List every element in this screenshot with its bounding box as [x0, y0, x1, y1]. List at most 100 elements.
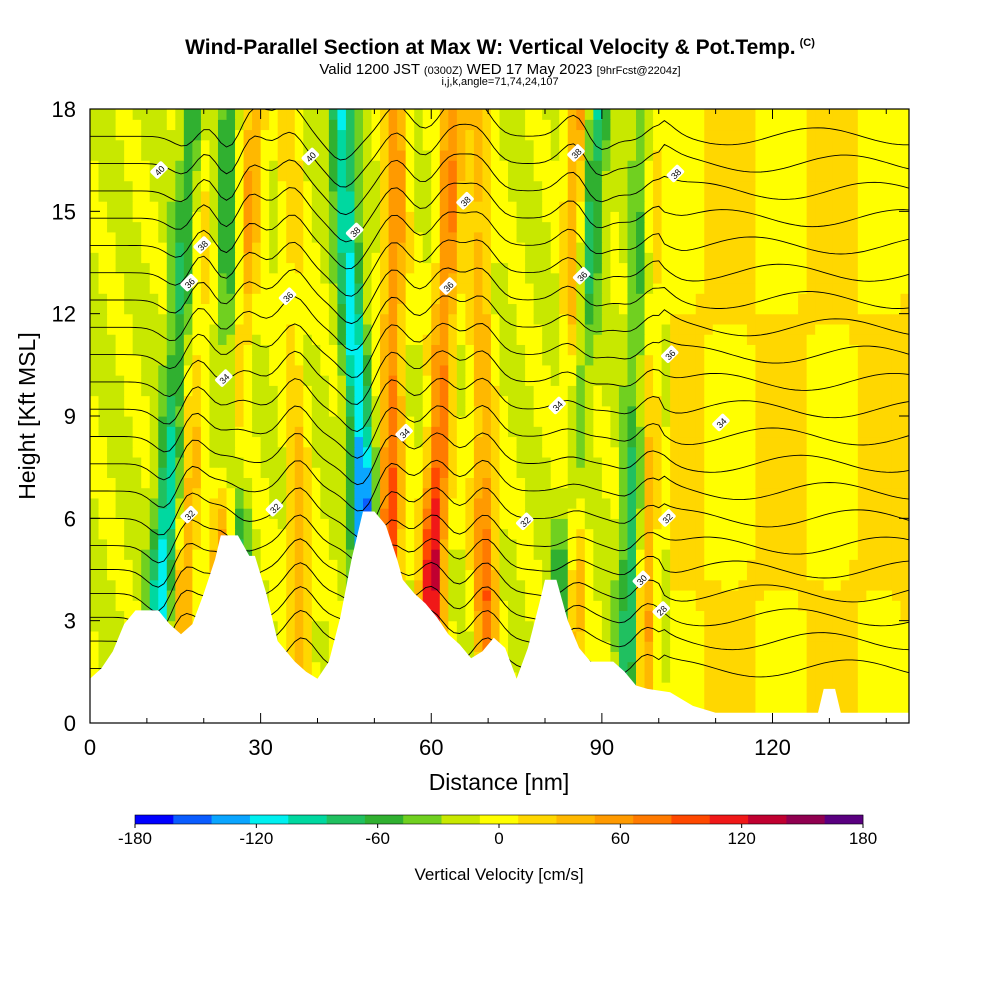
velocity-cell — [252, 211, 262, 223]
velocity-cell — [593, 641, 603, 652]
velocity-cell — [371, 477, 381, 489]
velocity-cell — [900, 323, 909, 335]
velocity-cell — [883, 630, 893, 642]
velocity-cell — [175, 375, 185, 386]
velocity-cell — [158, 600, 168, 612]
velocity-cell — [866, 242, 876, 253]
velocity-cell — [431, 334, 441, 345]
velocity-cell — [525, 211, 535, 223]
velocity-cell — [823, 282, 833, 294]
velocity-cell — [849, 518, 859, 530]
velocity-cell — [525, 252, 535, 264]
velocity-cell — [337, 508, 347, 519]
velocity-cell — [508, 313, 518, 325]
velocity-cell — [482, 600, 492, 612]
velocity-cell — [294, 446, 304, 458]
velocity-cell — [448, 528, 458, 540]
velocity-cell — [311, 334, 321, 345]
velocity-cell — [601, 559, 612, 571]
velocity-cell — [124, 538, 134, 550]
velocity-cell — [789, 395, 799, 407]
velocity-cell — [883, 497, 893, 509]
velocity-cell — [303, 221, 313, 233]
velocity-cell — [806, 323, 816, 335]
velocity-cell — [712, 620, 722, 632]
velocity-cell — [516, 344, 526, 356]
velocity-cell — [653, 231, 663, 243]
velocity-cell — [636, 334, 646, 345]
velocity-cell — [456, 589, 466, 601]
velocity-cell — [499, 221, 509, 233]
velocity-cell — [618, 313, 629, 325]
velocity-cell — [644, 242, 654, 253]
velocity-cell — [337, 528, 347, 540]
velocity-cell — [405, 201, 415, 212]
velocity-cell — [243, 354, 253, 366]
velocity-cell — [345, 456, 356, 468]
velocity-cell — [891, 661, 902, 673]
velocity-cell — [601, 313, 612, 325]
velocity-cell — [550, 344, 560, 356]
velocity-cell — [328, 375, 339, 386]
velocity-cell — [499, 272, 509, 284]
velocity-cell — [456, 518, 466, 530]
velocity-cell — [141, 201, 151, 212]
velocity-cell — [107, 334, 117, 345]
velocity-cell — [166, 364, 176, 376]
velocity-cell — [303, 559, 313, 571]
velocity-cell — [874, 651, 885, 663]
velocity-cell — [832, 221, 842, 233]
velocity-cell — [277, 600, 287, 612]
velocity-cell — [397, 446, 407, 458]
velocity-cell — [226, 190, 236, 202]
velocity-cell — [90, 190, 100, 202]
velocity-cell — [490, 497, 501, 509]
velocity-cell — [124, 405, 134, 417]
velocity-cell — [695, 508, 705, 519]
velocity-cell — [815, 262, 825, 274]
velocity-cell — [149, 313, 159, 325]
velocity-cell — [618, 405, 629, 417]
velocity-cell — [670, 334, 680, 345]
velocity-cell — [891, 364, 902, 376]
velocity-cell — [124, 334, 134, 345]
velocity-cell — [132, 364, 142, 376]
velocity-cell — [183, 395, 193, 407]
velocity-cell — [721, 313, 731, 325]
velocity-cell — [490, 344, 501, 356]
velocity-cell — [217, 426, 228, 438]
velocity-cell — [891, 569, 902, 581]
velocity-cell — [320, 385, 330, 397]
velocity-cell — [490, 528, 501, 540]
velocity-cell — [874, 313, 885, 325]
velocity-cell — [252, 405, 262, 417]
velocity-cell — [695, 446, 705, 458]
velocity-cell — [473, 405, 484, 417]
velocity-cell — [320, 589, 330, 601]
velocity-cell — [644, 385, 654, 397]
velocity-cell — [781, 426, 791, 438]
velocity-cell — [192, 487, 202, 499]
velocity-cell — [763, 528, 774, 540]
velocity-cell — [328, 589, 339, 601]
velocity-cell — [704, 610, 714, 622]
velocity-cell — [721, 426, 731, 438]
velocity-cell — [482, 405, 492, 417]
velocity-cell — [294, 477, 304, 489]
velocity-cell — [550, 528, 560, 540]
velocity-cell — [431, 569, 441, 581]
velocity-cell — [798, 589, 808, 601]
velocity-cell — [508, 405, 518, 417]
velocity-cell — [729, 190, 739, 202]
velocity-cell — [465, 610, 475, 622]
velocity-cell — [132, 508, 142, 519]
velocity-cell — [721, 569, 731, 581]
velocity-cell — [90, 201, 100, 212]
velocity-cell — [525, 293, 535, 305]
velocity-cell — [542, 334, 552, 345]
velocity-cell — [209, 211, 219, 223]
velocity-cell — [456, 375, 466, 386]
velocity-cell — [729, 487, 739, 499]
velocity-cell — [678, 518, 688, 530]
velocity-cell — [618, 467, 629, 478]
